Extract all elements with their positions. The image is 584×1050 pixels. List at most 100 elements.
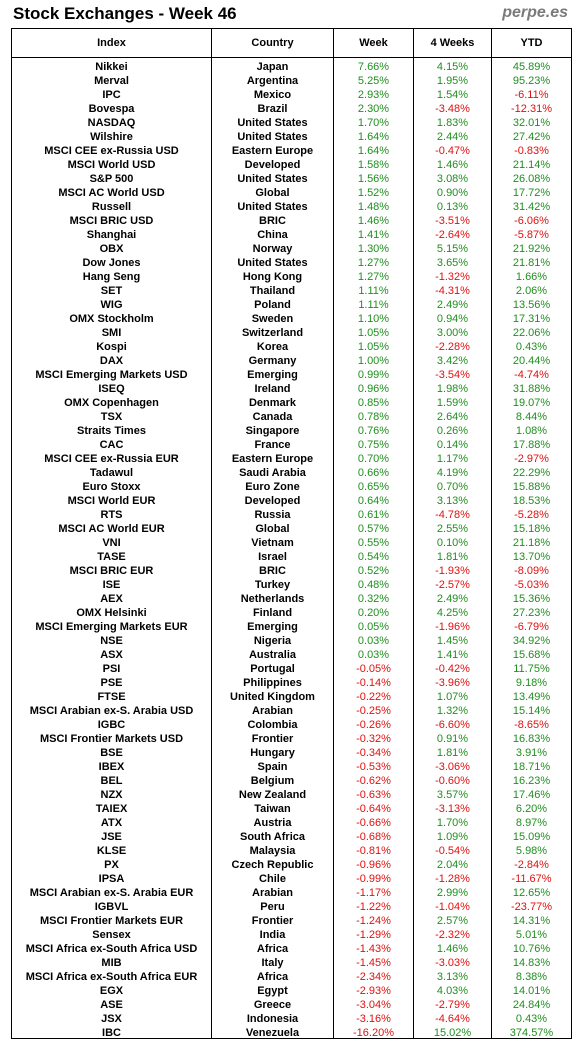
4-weeks-change: -2.32%	[435, 929, 470, 941]
week-change: -0.81%	[356, 845, 391, 857]
country-name: United Kingdom	[230, 691, 315, 703]
4-weeks-change: 1.59%	[436, 397, 469, 409]
table-header: Index Country Week 4 Weeks YTD	[12, 29, 571, 58]
table-row: MSCI Emerging Markets EUR Emerging 0.05% -1…	[12, 620, 571, 634]
column-divider	[333, 29, 334, 1038]
ytd-change: 374.57%	[509, 1027, 554, 1039]
country-name: Japan	[256, 61, 289, 73]
week-change: 1.27%	[357, 271, 390, 283]
4-weeks-change: 0.90%	[436, 187, 469, 199]
4-weeks-change: -2.57%	[435, 579, 470, 591]
4-weeks-change: 1.46%	[436, 159, 469, 171]
index-name: MSCI BRIC EUR	[69, 565, 154, 577]
4-weeks-change: 5.15%	[436, 243, 469, 255]
ytd-change: 27.23%	[512, 607, 551, 619]
index-name: BEL	[100, 775, 123, 787]
4-weeks-change: 2.55%	[436, 523, 469, 535]
4-weeks-change: 3.57%	[436, 789, 469, 801]
index-name: IBC	[102, 1027, 121, 1039]
table-row: AEX Netherlands 0.32% 2.49% 15.36%	[12, 592, 571, 606]
week-change: 0.96%	[357, 383, 390, 395]
table-row: JSX Indonesia -3.16% -4.64% 0.43%	[12, 1012, 571, 1026]
index-name: IBEX	[98, 761, 125, 773]
country-name: Norway	[252, 243, 293, 255]
country-name: Eastern Europe	[231, 453, 314, 465]
index-name: MSCI Arabian ex-S. Arabia USD	[29, 705, 194, 717]
ytd-change: -6.06%	[514, 215, 549, 227]
index-name: RTS	[100, 509, 123, 521]
table-row: IPSA Chile -0.99% -1.28% -11.67%	[12, 872, 571, 886]
table-row: ISEQ Ireland 0.96% 1.98% 31.88%	[12, 382, 571, 396]
4-weeks-change: -6.60%	[435, 719, 470, 731]
country-name: Philippines	[243, 677, 302, 689]
index-name: ISEQ	[98, 383, 125, 395]
ytd-change: 22.29%	[512, 467, 551, 479]
ytd-change: 13.56%	[512, 299, 551, 311]
4-weeks-change: 1.41%	[436, 649, 469, 661]
country-name: Argentina	[246, 75, 299, 87]
country-name: Finland	[252, 607, 293, 619]
4-weeks-change: -4.64%	[435, 1013, 470, 1025]
week-change: -0.63%	[356, 789, 391, 801]
index-name: MSCI CEE ex-Russia USD	[44, 145, 179, 157]
table-row: MSCI Emerging Markets USD Emerging 0.99% -3…	[12, 368, 571, 382]
table-row: ASX Australia 0.03% 1.41% 15.68%	[12, 648, 571, 662]
week-change: 0.52%	[357, 565, 390, 577]
week-change: 0.32%	[357, 593, 390, 605]
4-weeks-change: 2.04%	[436, 859, 469, 871]
table-row: ASE Greece -3.04% -2.79% 24.84%	[12, 998, 571, 1012]
country-name: Sweden	[251, 313, 294, 325]
week-change: 7.66%	[357, 61, 390, 73]
week-change: -16.20%	[353, 1027, 394, 1039]
index-name: OMX Stockholm	[69, 313, 154, 325]
4-weeks-change: 0.91%	[436, 733, 469, 745]
4-weeks-change: 3.13%	[436, 971, 469, 983]
4-weeks-change: -1.93%	[435, 565, 470, 577]
table-row: TSX Canada 0.78% 2.64% 8.44%	[12, 410, 571, 424]
ytd-change: 21.81%	[512, 257, 551, 269]
table-row: MSCI Arabian ex-S. Arabia EUR Arabian -1.1…	[12, 886, 571, 900]
country-name: Nigeria	[253, 635, 292, 647]
4-weeks-change: 1.17%	[436, 453, 469, 465]
4-weeks-change: -4.31%	[435, 285, 470, 297]
ytd-change: -8.09%	[514, 565, 549, 577]
week-change: 2.93%	[357, 89, 390, 101]
4-weeks-change: -3.96%	[435, 677, 470, 689]
country-name: Global	[255, 187, 290, 199]
country-name: United States	[237, 131, 308, 143]
week-change: -0.68%	[356, 831, 391, 843]
country-name: Germany	[248, 355, 297, 367]
week-change: 1.11%	[358, 285, 389, 297]
table-row: MSCI Africa ex-South Africa EUR Africa -2.…	[12, 970, 571, 984]
country-name: Arabian	[252, 705, 293, 717]
country-name: Frontier	[251, 915, 294, 927]
country-name: Turkey	[254, 579, 291, 591]
week-change: 1.11%	[358, 299, 389, 311]
country-name: Netherlands	[240, 593, 305, 605]
country-name: Russia	[254, 509, 291, 521]
ytd-change: 45.89%	[512, 61, 551, 73]
ytd-change: 18.53%	[512, 495, 551, 507]
country-name: Frontier	[251, 733, 294, 745]
week-change: 1.27%	[357, 257, 390, 269]
country-name: Israel	[258, 551, 287, 563]
table-row: VNI Vietnam 0.55% 0.10% 21.18%	[12, 536, 571, 550]
index-name: SMI	[101, 327, 122, 339]
brand-watermark: perpe.es	[502, 4, 568, 21]
table-row: TAIEX Taiwan -0.64% -3.13% 6.20%	[12, 802, 571, 816]
4-weeks-change: 15.02%	[433, 1027, 472, 1039]
table-body: Nikkei Japan 7.66% 4.15% 45.89% Merval Argenti…	[12, 60, 571, 1040]
ytd-change: 1.66%	[515, 271, 548, 283]
country-name: Emerging	[247, 369, 298, 381]
ytd-change: -5.28%	[514, 509, 549, 521]
index-name: Straits Times	[77, 425, 146, 437]
ytd-change: 21.18%	[512, 537, 551, 549]
country-name: Czech Republic	[231, 859, 314, 871]
table-row: MSCI BRIC EUR BRIC 0.52% -1.93% -8.09%	[12, 564, 571, 578]
table-row: Russell United States 1.48% 0.13% 31.42%	[12, 200, 571, 214]
ytd-change: 14.83%	[512, 957, 551, 969]
country-name: Eastern Europe	[231, 145, 314, 157]
4-weeks-change: 3.13%	[436, 495, 469, 507]
country-name: Mexico	[253, 89, 292, 101]
ytd-change: 15.14%	[512, 705, 551, 717]
